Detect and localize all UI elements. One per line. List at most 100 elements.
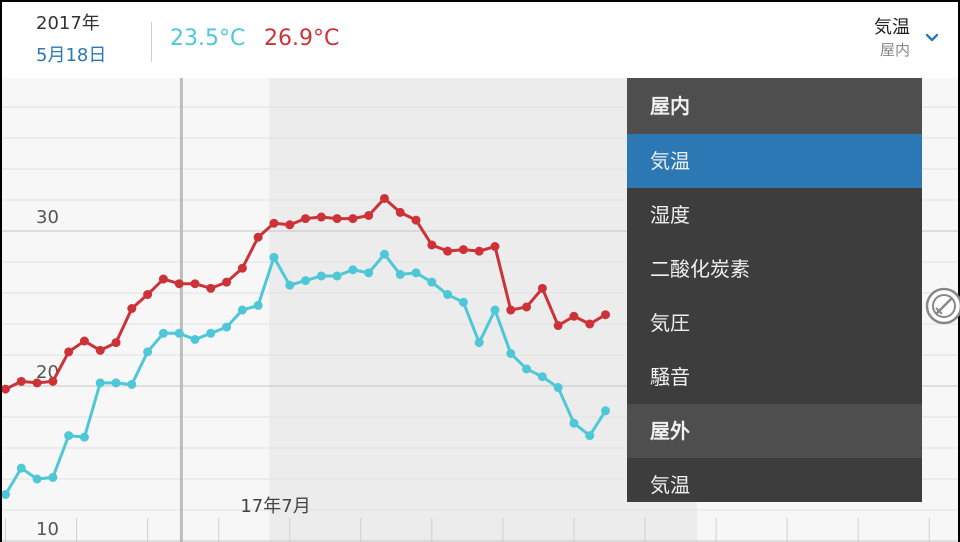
data-point xyxy=(490,305,500,315)
data-point xyxy=(48,472,58,482)
data-point xyxy=(522,364,532,374)
data-point xyxy=(522,302,532,312)
data-point xyxy=(553,383,563,393)
data-point xyxy=(474,246,484,256)
data-point xyxy=(553,321,563,331)
data-point xyxy=(427,277,437,287)
data-point xyxy=(48,376,58,386)
data-point xyxy=(364,268,374,278)
data-point xyxy=(79,336,89,346)
data-point xyxy=(458,297,468,307)
data-point xyxy=(206,283,216,293)
data-point xyxy=(222,277,232,287)
data-point xyxy=(79,432,89,442)
data-point xyxy=(64,431,74,441)
data-point xyxy=(253,300,263,310)
data-point xyxy=(95,378,105,388)
x-tick-label: 17年7月 xyxy=(240,496,310,517)
data-point xyxy=(585,431,595,441)
sensor-dropdown-menu: 屋内 気温 湿度 二酸化炭素 気圧 騒音 屋外 気温 xyxy=(627,78,922,502)
chevron-down-icon[interactable] xyxy=(924,32,940,44)
y-tick-label: 30 xyxy=(36,207,59,228)
data-point xyxy=(332,214,342,224)
data-point xyxy=(506,348,516,358)
dropdown-section-header: 屋外 xyxy=(627,404,922,458)
data-point xyxy=(16,463,26,473)
data-point xyxy=(443,246,453,256)
data-point xyxy=(316,212,326,222)
data-point xyxy=(316,271,326,281)
data-point xyxy=(111,338,121,348)
data-point xyxy=(301,214,311,224)
data-point xyxy=(395,207,405,217)
data-point xyxy=(2,490,10,499)
data-point xyxy=(601,406,611,416)
data-point xyxy=(569,418,579,428)
data-point xyxy=(2,384,10,394)
data-point xyxy=(32,474,42,484)
series-group xyxy=(2,193,611,499)
data-point xyxy=(411,268,421,278)
dropdown-item[interactable]: 気圧 xyxy=(650,311,690,335)
data-point xyxy=(458,245,468,255)
date-display[interactable]: 2017年 5月18日 xyxy=(36,12,106,68)
data-point xyxy=(364,211,374,220)
dropdown-item[interactable]: 二酸化炭素 xyxy=(650,257,750,281)
data-point xyxy=(348,214,358,224)
data-point xyxy=(379,193,389,203)
data-point xyxy=(537,372,547,382)
data-point xyxy=(537,283,547,293)
header: 2017年 5月18日 23.5°C 26.9°C 気温 屋内 xyxy=(2,2,958,78)
data-point xyxy=(411,215,421,225)
sensor-title: 気温 xyxy=(874,17,910,38)
data-point xyxy=(237,305,247,315)
data-point xyxy=(332,271,342,281)
temperature-max: 26.9°C xyxy=(264,26,340,51)
date-year: 2017年 xyxy=(36,13,100,34)
data-point xyxy=(127,304,137,313)
data-point xyxy=(285,220,295,230)
data-point xyxy=(253,232,263,242)
x-axis-ticks xyxy=(5,518,930,542)
dropdown-item[interactable]: 騒音 xyxy=(650,365,690,389)
data-point xyxy=(174,279,184,289)
temperature-min: 23.5°C xyxy=(170,26,246,51)
x-axis-labels: 17年7月 xyxy=(240,496,310,517)
data-point xyxy=(490,242,500,251)
data-point xyxy=(64,347,74,357)
sensor-selector[interactable]: 気温 屋内 xyxy=(874,16,910,60)
data-point xyxy=(95,345,105,355)
data-point xyxy=(269,218,279,228)
data-point xyxy=(158,274,168,284)
data-point xyxy=(158,328,168,338)
dropdown-item[interactable]: 気温 xyxy=(650,473,690,497)
sensor-location: 屋内 xyxy=(879,41,910,59)
data-point xyxy=(474,338,484,348)
date-day: 5月18日 xyxy=(36,45,107,66)
data-point xyxy=(506,305,516,315)
data-point xyxy=(16,376,26,386)
data-point xyxy=(269,252,279,262)
data-point xyxy=(190,335,200,344)
dropdown-item[interactable]: 湿度 xyxy=(650,203,690,227)
data-point xyxy=(143,290,153,300)
data-point xyxy=(143,347,153,357)
data-point xyxy=(32,378,42,388)
data-point xyxy=(569,311,579,321)
data-point xyxy=(585,319,595,329)
data-point xyxy=(427,240,437,250)
data-point xyxy=(601,310,611,320)
data-point xyxy=(127,379,137,389)
month-highlight-band xyxy=(269,78,697,542)
header-divider xyxy=(151,22,152,62)
data-point xyxy=(190,279,200,289)
data-point xyxy=(174,328,184,338)
data-point xyxy=(237,263,247,273)
data-point xyxy=(301,276,311,286)
compass-icon[interactable] xyxy=(924,286,960,326)
data-point xyxy=(443,290,453,300)
dropdown-item[interactable]: 気温 xyxy=(627,134,922,188)
dropdown-section-header: 屋内 xyxy=(627,78,922,134)
data-point xyxy=(395,269,405,279)
data-point xyxy=(379,249,389,259)
